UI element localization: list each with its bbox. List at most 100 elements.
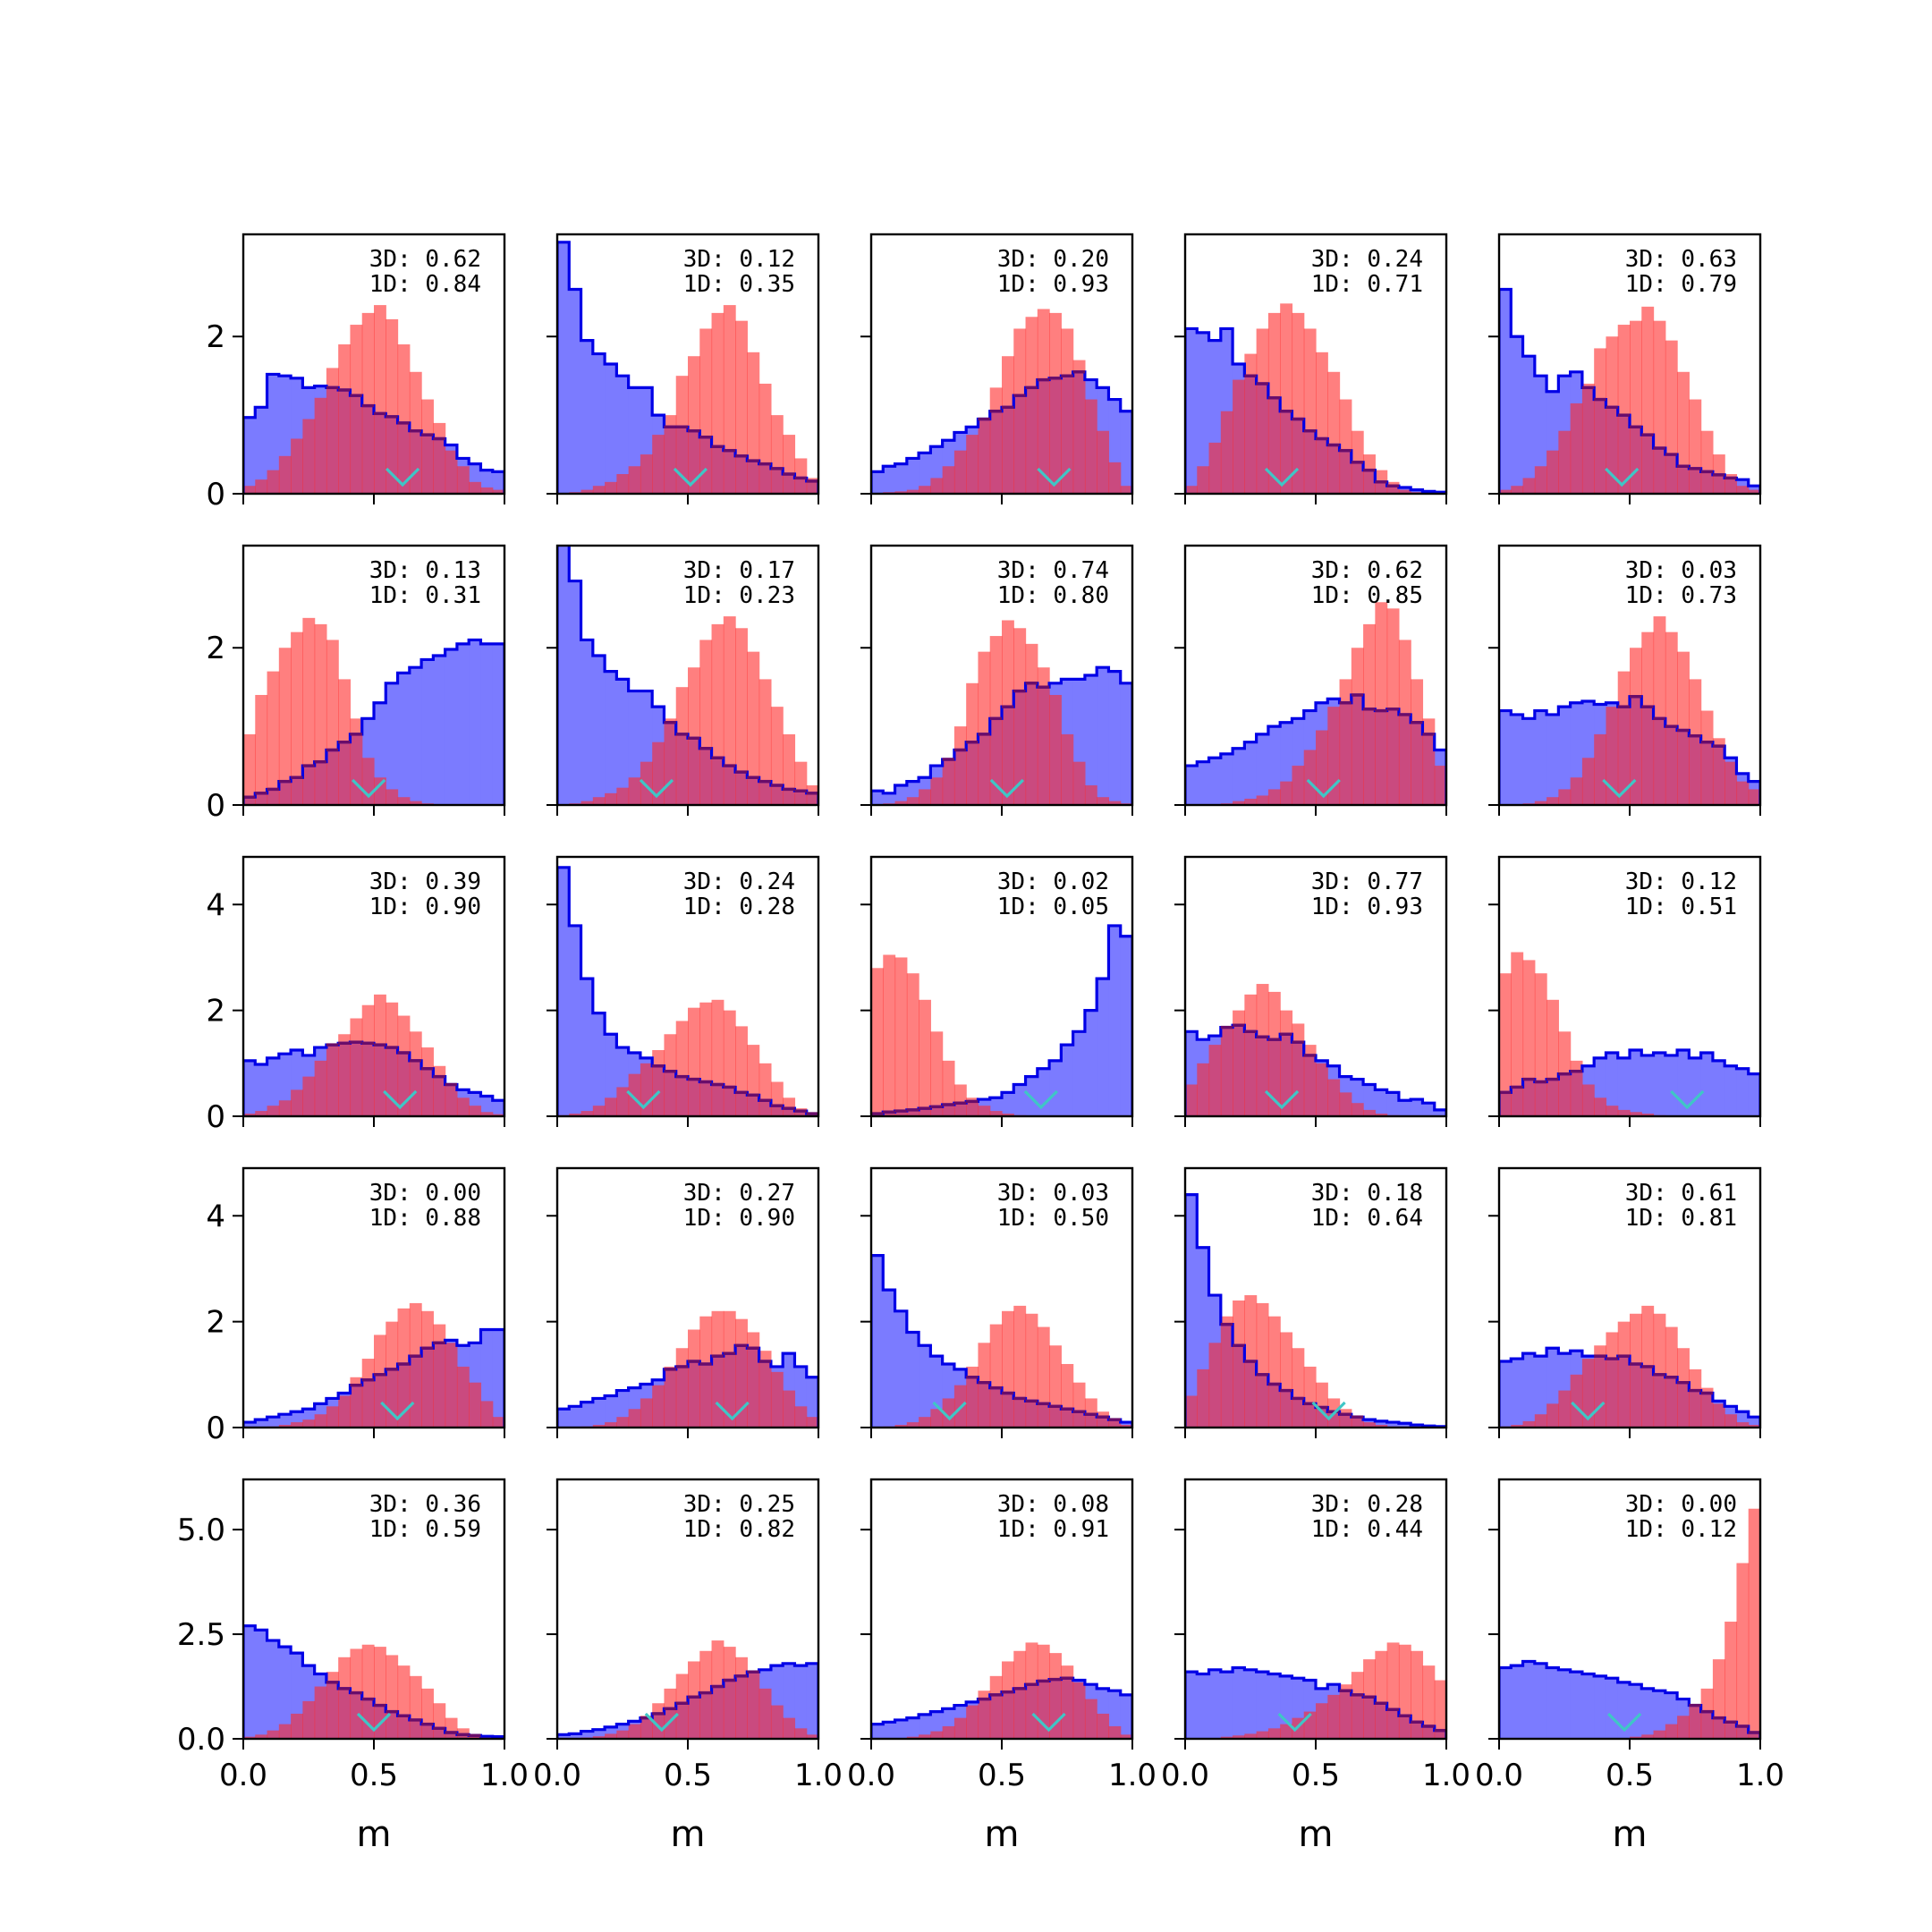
red-hist-bar — [1398, 489, 1411, 494]
red-hist-bar — [930, 777, 944, 805]
red-hist-bar — [302, 419, 316, 494]
red-hist-bar — [699, 640, 713, 805]
blue-hist-bar — [1630, 1050, 1642, 1116]
red-hist-bar — [1292, 312, 1305, 494]
blue-hist-bar — [1120, 411, 1132, 494]
score-3d: 3D: 0.39 — [369, 869, 481, 895]
red-hist-bar — [1108, 1419, 1122, 1428]
red-hist-bar — [770, 1371, 784, 1428]
red-hist-bar — [1316, 730, 1328, 805]
blue-hist-bar — [1641, 1055, 1655, 1116]
red-hist-bar — [699, 1650, 713, 1739]
plot-area — [557, 1640, 818, 1739]
red-hist-bar — [711, 999, 724, 1116]
red-hist-bar — [278, 455, 292, 494]
blue-hist-bar — [1037, 1068, 1050, 1116]
red-hist-bar — [1292, 1023, 1305, 1116]
red-hist-bar — [397, 1015, 411, 1116]
blue-hist-bar — [255, 407, 268, 494]
blue-hist-bar — [421, 659, 434, 805]
red-hist-bar — [919, 486, 931, 494]
score-1d: 1D: 0.90 — [683, 1205, 795, 1232]
score-1d: 1D: 0.93 — [997, 271, 1109, 298]
red-hist-bar — [806, 1734, 818, 1739]
red-hist-bar — [1097, 797, 1110, 805]
red-hist-bar — [1339, 399, 1352, 494]
red-hist-bar — [919, 1734, 931, 1739]
blue-hist-bar — [1233, 1667, 1245, 1739]
y-tick-label: 0 — [206, 477, 225, 513]
blue-hist-bar — [1208, 758, 1222, 805]
red-hist-bar — [1316, 1063, 1328, 1116]
red-hist-bar — [1061, 733, 1074, 805]
red-hist-bar — [1375, 1425, 1388, 1428]
blue-hist-bar — [1641, 1688, 1655, 1739]
red-hist-bar — [469, 481, 482, 494]
red-hist-bar — [1606, 1106, 1619, 1116]
plot-area — [1499, 952, 1760, 1116]
blue-hist-bar — [492, 1100, 504, 1116]
red-hist-bar — [433, 1703, 446, 1739]
blue-hist-bar — [806, 1377, 818, 1428]
peak-marker — [639, 778, 674, 799]
red-hist-bar — [1280, 781, 1293, 805]
blue-hist-bar — [456, 643, 470, 805]
blue-hist-bar — [409, 667, 422, 805]
red-hist-bar — [1736, 1563, 1750, 1739]
blue-hist-bar — [569, 289, 582, 494]
red-hist-bar — [1292, 766, 1305, 805]
red-hist-bar — [1511, 486, 1524, 494]
blue-hist-bar — [267, 374, 280, 494]
blue-hist-bar — [492, 643, 504, 805]
score-1d: 1D: 0.35 — [683, 271, 795, 298]
blue-hist-bar — [871, 1255, 884, 1428]
red-hist-bar — [1120, 1425, 1132, 1428]
blue-hist-bar — [1546, 1667, 1559, 1739]
red-hist-bar — [374, 1335, 386, 1428]
red-hist-bar — [409, 1302, 422, 1428]
blue-hist-bar — [1499, 710, 1512, 805]
plot-area — [1499, 287, 1760, 494]
red-hist-bar — [1037, 1326, 1050, 1428]
blue-hist-bar — [1208, 1669, 1222, 1739]
red-hist-bar — [1522, 478, 1536, 494]
red-hist-bar — [421, 1310, 434, 1428]
red-hist-bar — [758, 1063, 772, 1116]
plot-area — [1185, 1192, 1446, 1428]
blue-hist-bar — [580, 979, 594, 1116]
red-hist-bar — [1292, 1348, 1305, 1428]
red-hist-bar — [1641, 1114, 1655, 1116]
blue-hist-bar — [569, 925, 582, 1116]
red-hist-bar — [723, 616, 736, 805]
red-hist-bar — [1220, 411, 1233, 494]
red-hist-bar — [1748, 1508, 1760, 1739]
plot-area — [243, 994, 504, 1116]
red-hist-bar — [930, 1031, 944, 1116]
blue-hist-bar — [1522, 1353, 1536, 1428]
score-3d: 3D: 0.36 — [369, 1491, 481, 1518]
blue-hist-bar — [1386, 1092, 1400, 1116]
red-hist-bar — [267, 1106, 280, 1116]
red-hist-bar — [1351, 1417, 1364, 1428]
red-hist-bar — [1220, 1026, 1233, 1116]
red-hist-bar — [456, 1366, 470, 1428]
x-tick-label: 1.0 — [480, 1758, 529, 1793]
blue-hist-bar — [1185, 328, 1198, 494]
blue-hist-bar — [1256, 733, 1269, 805]
red-hist-bar — [291, 1713, 303, 1739]
red-hist-bar — [326, 1406, 339, 1428]
red-hist-bar — [433, 1324, 446, 1428]
blue-hist-bar — [1197, 1674, 1210, 1739]
red-hist-bar — [433, 422, 446, 494]
plot-area — [243, 617, 504, 805]
blue-hist-bar — [1084, 675, 1097, 805]
red-hist-bar — [1002, 356, 1014, 494]
red-hist-bar — [894, 1425, 908, 1428]
red-hist-bar — [735, 1657, 748, 1739]
